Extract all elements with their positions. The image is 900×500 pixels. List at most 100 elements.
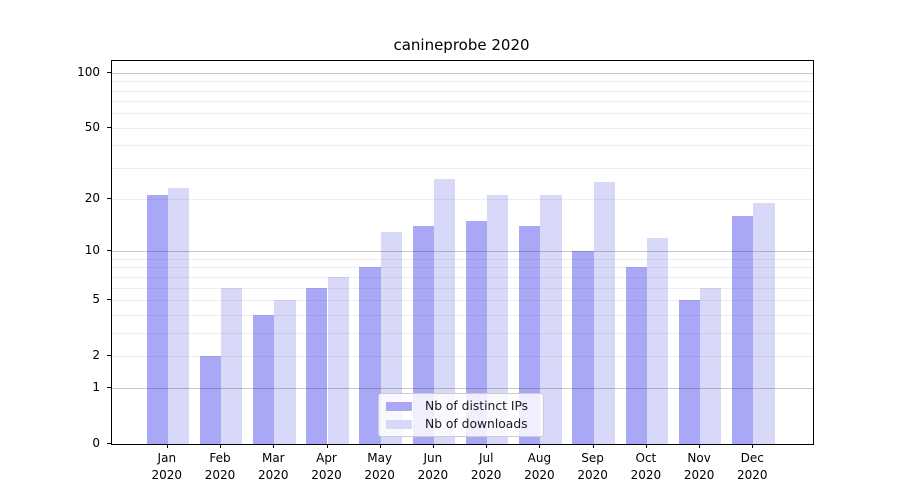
bar-distinct-ips-aug: [519, 226, 541, 444]
bar-downloads-mar: [274, 299, 296, 444]
x-tick-month: Dec: [740, 451, 764, 465]
x-tick-aug: [539, 444, 541, 448]
bar-downloads-jul: [487, 195, 509, 444]
gridline-y-5: [112, 299, 813, 301]
gridline-y-4: [112, 314, 813, 316]
y-tick-label-50: 50: [84, 119, 100, 134]
gridline-y-10: [112, 251, 813, 253]
x-tick-month: Jan: [157, 451, 177, 465]
gridline-y-8: [112, 267, 813, 269]
x-tick-jul: [486, 444, 488, 448]
gridline-y-100: [112, 72, 813, 74]
x-tick-month: Feb: [209, 451, 231, 465]
bar-distinct-ips-jan: [146, 195, 168, 444]
x-tick-year: 2020: [151, 467, 183, 482]
gridline-y-9: [112, 258, 813, 260]
bar-downloads-may: [380, 231, 402, 444]
y-tick-label-1: 1: [92, 380, 100, 395]
x-tick-month: May: [367, 451, 393, 465]
x-tick-label-mar: Mar 2020: [243, 450, 303, 483]
x-tick-dec: [752, 444, 754, 448]
y-tick-2: [107, 354, 111, 356]
x-tick-label-oct: Oct 2020: [616, 450, 676, 483]
x-tick-month: Oct: [635, 451, 657, 465]
x-tick-year: 2020: [470, 467, 502, 482]
legend-item-distinct-ips: Nb of distinct IPs: [379, 399, 543, 413]
x-tick-label-dec: Dec 2020: [722, 450, 782, 483]
x-tick-month: Mar: [261, 451, 285, 465]
x-tick-jun: [432, 444, 434, 448]
bar-distinct-ips-sep: [572, 251, 594, 444]
y-tick-label-5: 5: [92, 291, 100, 306]
bar-downloads-aug: [540, 195, 562, 444]
y-tick-10: [107, 250, 111, 252]
gridline-y-50: [112, 127, 813, 129]
x-tick-month: Aug: [527, 451, 552, 465]
y-tick-label-0: 0: [92, 436, 100, 450]
legend-label-downloads: Nb of downloads: [425, 417, 528, 431]
x-tick-may: [379, 444, 381, 448]
gridline-y-70: [112, 101, 813, 103]
bar-downloads-jun: [433, 178, 456, 444]
bar-distinct-ips-dec: [732, 216, 754, 444]
x-tick-year: 2020: [364, 467, 395, 482]
y-tick-label-10: 10: [84, 243, 100, 258]
x-tick-label-apr: Apr 2020: [297, 450, 357, 483]
bar-downloads-sep: [593, 182, 615, 444]
gridline-y-3: [112, 332, 813, 334]
bar-distinct-ips-may: [359, 267, 381, 444]
bar-downloads-jan: [167, 188, 190, 444]
bar-distinct-ips-mar: [253, 314, 275, 444]
x-tick-year: 2020: [204, 467, 236, 482]
x-tick-label-aug: Aug 2020: [509, 450, 569, 483]
x-tick-label-nov: Nov 2020: [669, 450, 729, 483]
x-tick-year: 2020: [524, 467, 555, 482]
x-tick-label-sep: Sep 2020: [563, 450, 623, 483]
legend: Nb of distinct IPs Nb of downloads: [378, 393, 544, 437]
x-tick-year: 2020: [683, 467, 715, 482]
bar-downloads-feb: [221, 287, 243, 444]
bar-distinct-ips-feb: [199, 355, 221, 444]
bar-downloads-dec: [753, 203, 775, 444]
x-tick-feb: [220, 444, 221, 448]
gridline-y-7: [112, 276, 813, 278]
gridline-y-20: [112, 199, 813, 201]
legend-swatch-distinct-ips: [386, 401, 412, 411]
x-tick-month: Nov: [687, 451, 711, 465]
legend-label-distinct-ips: Nb of distinct IPs: [425, 399, 529, 413]
gridline-y-40: [112, 145, 813, 147]
y-tick-label-20: 20: [84, 191, 100, 206]
x-tick-label-jan: Jan 2020: [137, 450, 197, 483]
gridline-y-80: [112, 90, 813, 92]
chart-title: canineprobe 2020: [393, 36, 530, 54]
legend-swatch-downloads: [386, 419, 412, 429]
x-tick-apr: [326, 444, 328, 448]
bar-distinct-ips-apr: [306, 287, 328, 444]
x-tick-month: Jul: [478, 451, 494, 465]
y-tick-label-100: 100: [77, 64, 100, 79]
gridline-y-2: [112, 355, 813, 357]
y-tick-100: [107, 71, 111, 73]
x-tick-mar: [273, 444, 275, 448]
x-tick-label-may: May 2020: [350, 450, 410, 483]
y-tick-5: [107, 298, 111, 300]
x-tick-month: Apr: [316, 451, 337, 465]
y-tick-20: [107, 198, 111, 200]
x-tick-month: Jun: [423, 451, 443, 465]
x-tick-year: 2020: [737, 467, 768, 482]
y-tick-1: [107, 387, 111, 389]
bar-distinct-ips-nov: [678, 299, 701, 444]
x-tick-jan: [166, 444, 168, 448]
x-tick-label-feb: Feb 2020: [190, 450, 250, 483]
bar-downloads-oct: [646, 237, 669, 444]
x-tick-nov: [699, 444, 701, 448]
gridline-y-6: [112, 287, 813, 289]
x-tick-month: Sep: [581, 451, 604, 465]
gridline-y-90: [112, 81, 813, 83]
x-tick-oct: [645, 444, 647, 448]
gridline-y-60: [112, 113, 813, 115]
x-tick-label-jul: Jul 2020: [456, 450, 516, 483]
gridline-y-1: [112, 388, 813, 390]
x-tick-year: 2020: [630, 467, 662, 482]
x-tick-sep: [592, 444, 594, 448]
